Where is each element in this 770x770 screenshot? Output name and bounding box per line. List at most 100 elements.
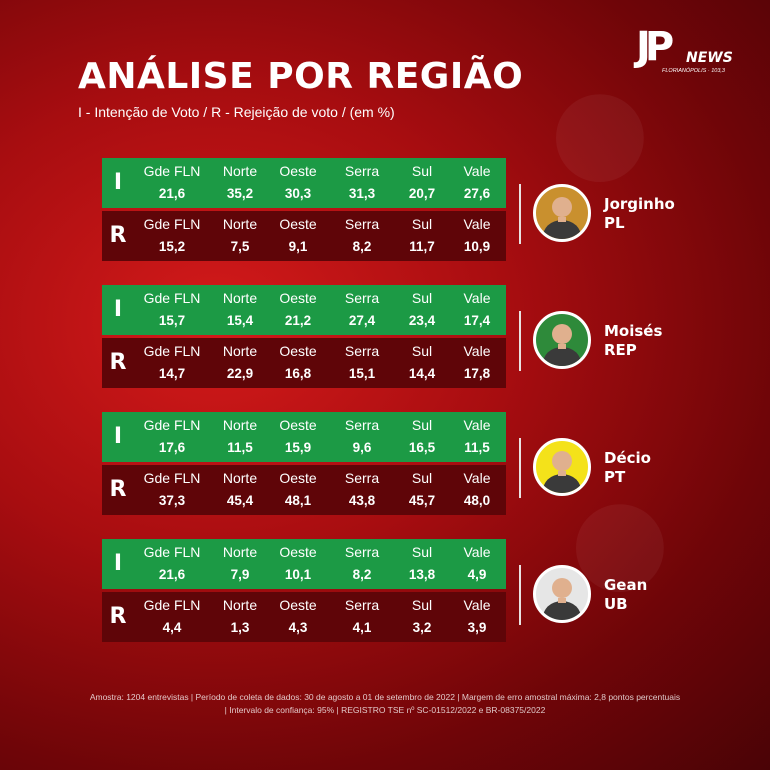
region-label: Vale [463,290,491,306]
region-label: Vale [463,544,491,560]
region-label: Serra [344,216,380,232]
candidate-table: I Gde FLN 15,7 Norte 15,4 Oeste 21,2 Serra 27,4 S… [102,285,506,389]
region-cell: Serra 8,2 [327,539,397,589]
region-label: Norte [222,597,258,613]
region-value: 45,7 [408,493,436,508]
region-cell: Norte 15,4 [205,285,275,335]
region-label: Serra [344,544,380,560]
candidate-photo [533,184,591,242]
region-value: 11,7 [409,239,435,254]
person-icon [542,324,582,366]
candidate-photo [533,565,591,623]
region-cell: Serra 43,8 [327,465,397,515]
candidate-name: Jorginho [604,195,675,213]
region-value: 13,8 [408,567,436,582]
candidate-label: Décio PT [604,449,651,487]
row-letter: R [109,604,127,629]
region-value: 15,4 [226,313,254,328]
region-label: Vale [463,216,491,232]
candidate-table: I Gde FLN 17,6 Norte 11,5 Oeste 15,9 Serra 9,6 Su… [102,412,506,516]
region-cell: Gde FLN 17,6 [137,412,207,462]
region-value: 8,2 [352,239,372,254]
region-cell: Vale 11,5 [442,412,512,462]
intencao-row: I Gde FLN 17,6 Norte 11,5 Oeste 15,9 Serra 9,6 Su… [102,412,506,462]
region-value: 20,7 [408,186,436,201]
region-value: 17,6 [158,440,186,455]
candidate-name: Moisés [604,322,663,340]
region-value: 3,2 [412,620,432,635]
person-icon [542,451,582,493]
candidate-party: PT [604,468,626,486]
region-label: Sul [411,290,433,306]
candidate-divider [519,438,521,498]
candidate-party: REP [604,341,637,359]
region-value: 4,9 [467,567,487,582]
candidate-label: Moisés REP [604,322,662,360]
row-letter: R [109,350,127,375]
region-cell: Norte 45,4 [205,465,275,515]
region-cell: Gde FLN 15,7 [137,285,207,335]
region-label: Oeste [279,343,317,359]
region-cell: Vale 17,8 [442,338,512,388]
region-label: Oeste [279,597,317,613]
region-label: Vale [463,163,491,179]
region-value: 35,2 [226,186,254,201]
brand-logo: JP NEWS FLORIANÓPOLIS · 103,3 [636,24,733,74]
region-cell: Gde FLN 4,4 [137,592,207,642]
candidate-photo [533,438,591,496]
region-cell: Sul 23,4 [387,285,457,335]
region-label: Vale [463,597,491,613]
region-cell: Gde FLN 37,3 [137,465,207,515]
region-label: Serra [344,597,380,613]
region-cell: Vale 17,4 [442,285,512,335]
region-cell: Serra 27,4 [327,285,397,335]
region-value: 37,3 [158,493,186,508]
region-value: 4,1 [352,620,372,635]
region-cell: Gde FLN 15,2 [137,211,207,261]
footer-line: Amostra: 1204 entrevistas | Período de c… [89,692,681,702]
intencao-row: I Gde FLN 21,6 Norte 35,2 Oeste 30,3 Serra 31,3 S… [102,158,506,208]
region-cell: Norte 22,9 [205,338,275,388]
region-value: 48,0 [463,493,491,508]
region-value: 27,4 [348,313,376,328]
region-cell: Serra 9,6 [327,412,397,462]
region-cell: Oeste 9,1 [263,211,333,261]
region-label: Oeste [279,216,317,232]
region-value: 15,9 [284,440,312,455]
region-value: 17,8 [463,366,491,381]
rejeicao-row: R Gde FLN 14,7 Norte 22,9 Oeste 16,8 Serra 15,1 S… [102,338,506,388]
region-value: 3,9 [467,620,487,635]
region-cell: Vale 4,9 [442,539,512,589]
region-cell: Oeste 30,3 [263,158,333,208]
region-cell: Oeste 21,2 [263,285,333,335]
candidate-name: Gean [604,576,648,594]
region-cell: Vale 48,0 [442,465,512,515]
region-value: 1,3 [230,620,250,635]
candidate-label: Gean UB [604,576,647,614]
region-cell: Norte 11,5 [205,412,275,462]
region-label: Sul [411,417,433,433]
region-cell: Norte 7,5 [205,211,275,261]
region-value: 9,6 [352,440,372,455]
region-value: 15,7 [158,313,186,328]
rejeicao-row: R Gde FLN 37,3 Norte 45,4 Oeste 48,1 Serra 43,8 S… [102,465,506,515]
row-letter: I [113,424,123,449]
region-label: Serra [344,290,380,306]
region-value: 17,4 [463,313,491,328]
person-icon [542,578,582,620]
region-label: Gde FLN [143,417,201,433]
region-cell: Vale 27,6 [442,158,512,208]
row-letter: R [109,223,127,248]
region-value: 4,3 [288,620,308,635]
region-value: 23,4 [408,313,436,328]
region-cell: Gde FLN 21,6 [137,158,207,208]
region-cell: Serra 15,1 [327,338,397,388]
region-cell: Sul 3,2 [387,592,457,642]
region-cell: Serra 8,2 [327,211,397,261]
region-cell: Oeste 15,9 [263,412,333,462]
page-subtitle: I - Intenção de Voto / R - Rejeição de v… [78,104,395,120]
methodology-footer: Amostra: 1204 entrevistas | Período de c… [60,691,710,717]
intencao-row: I Gde FLN 15,7 Norte 15,4 Oeste 21,2 Serra 27,4 S… [102,285,506,335]
region-label: Norte [222,290,258,306]
region-cell: Sul 13,8 [387,539,457,589]
